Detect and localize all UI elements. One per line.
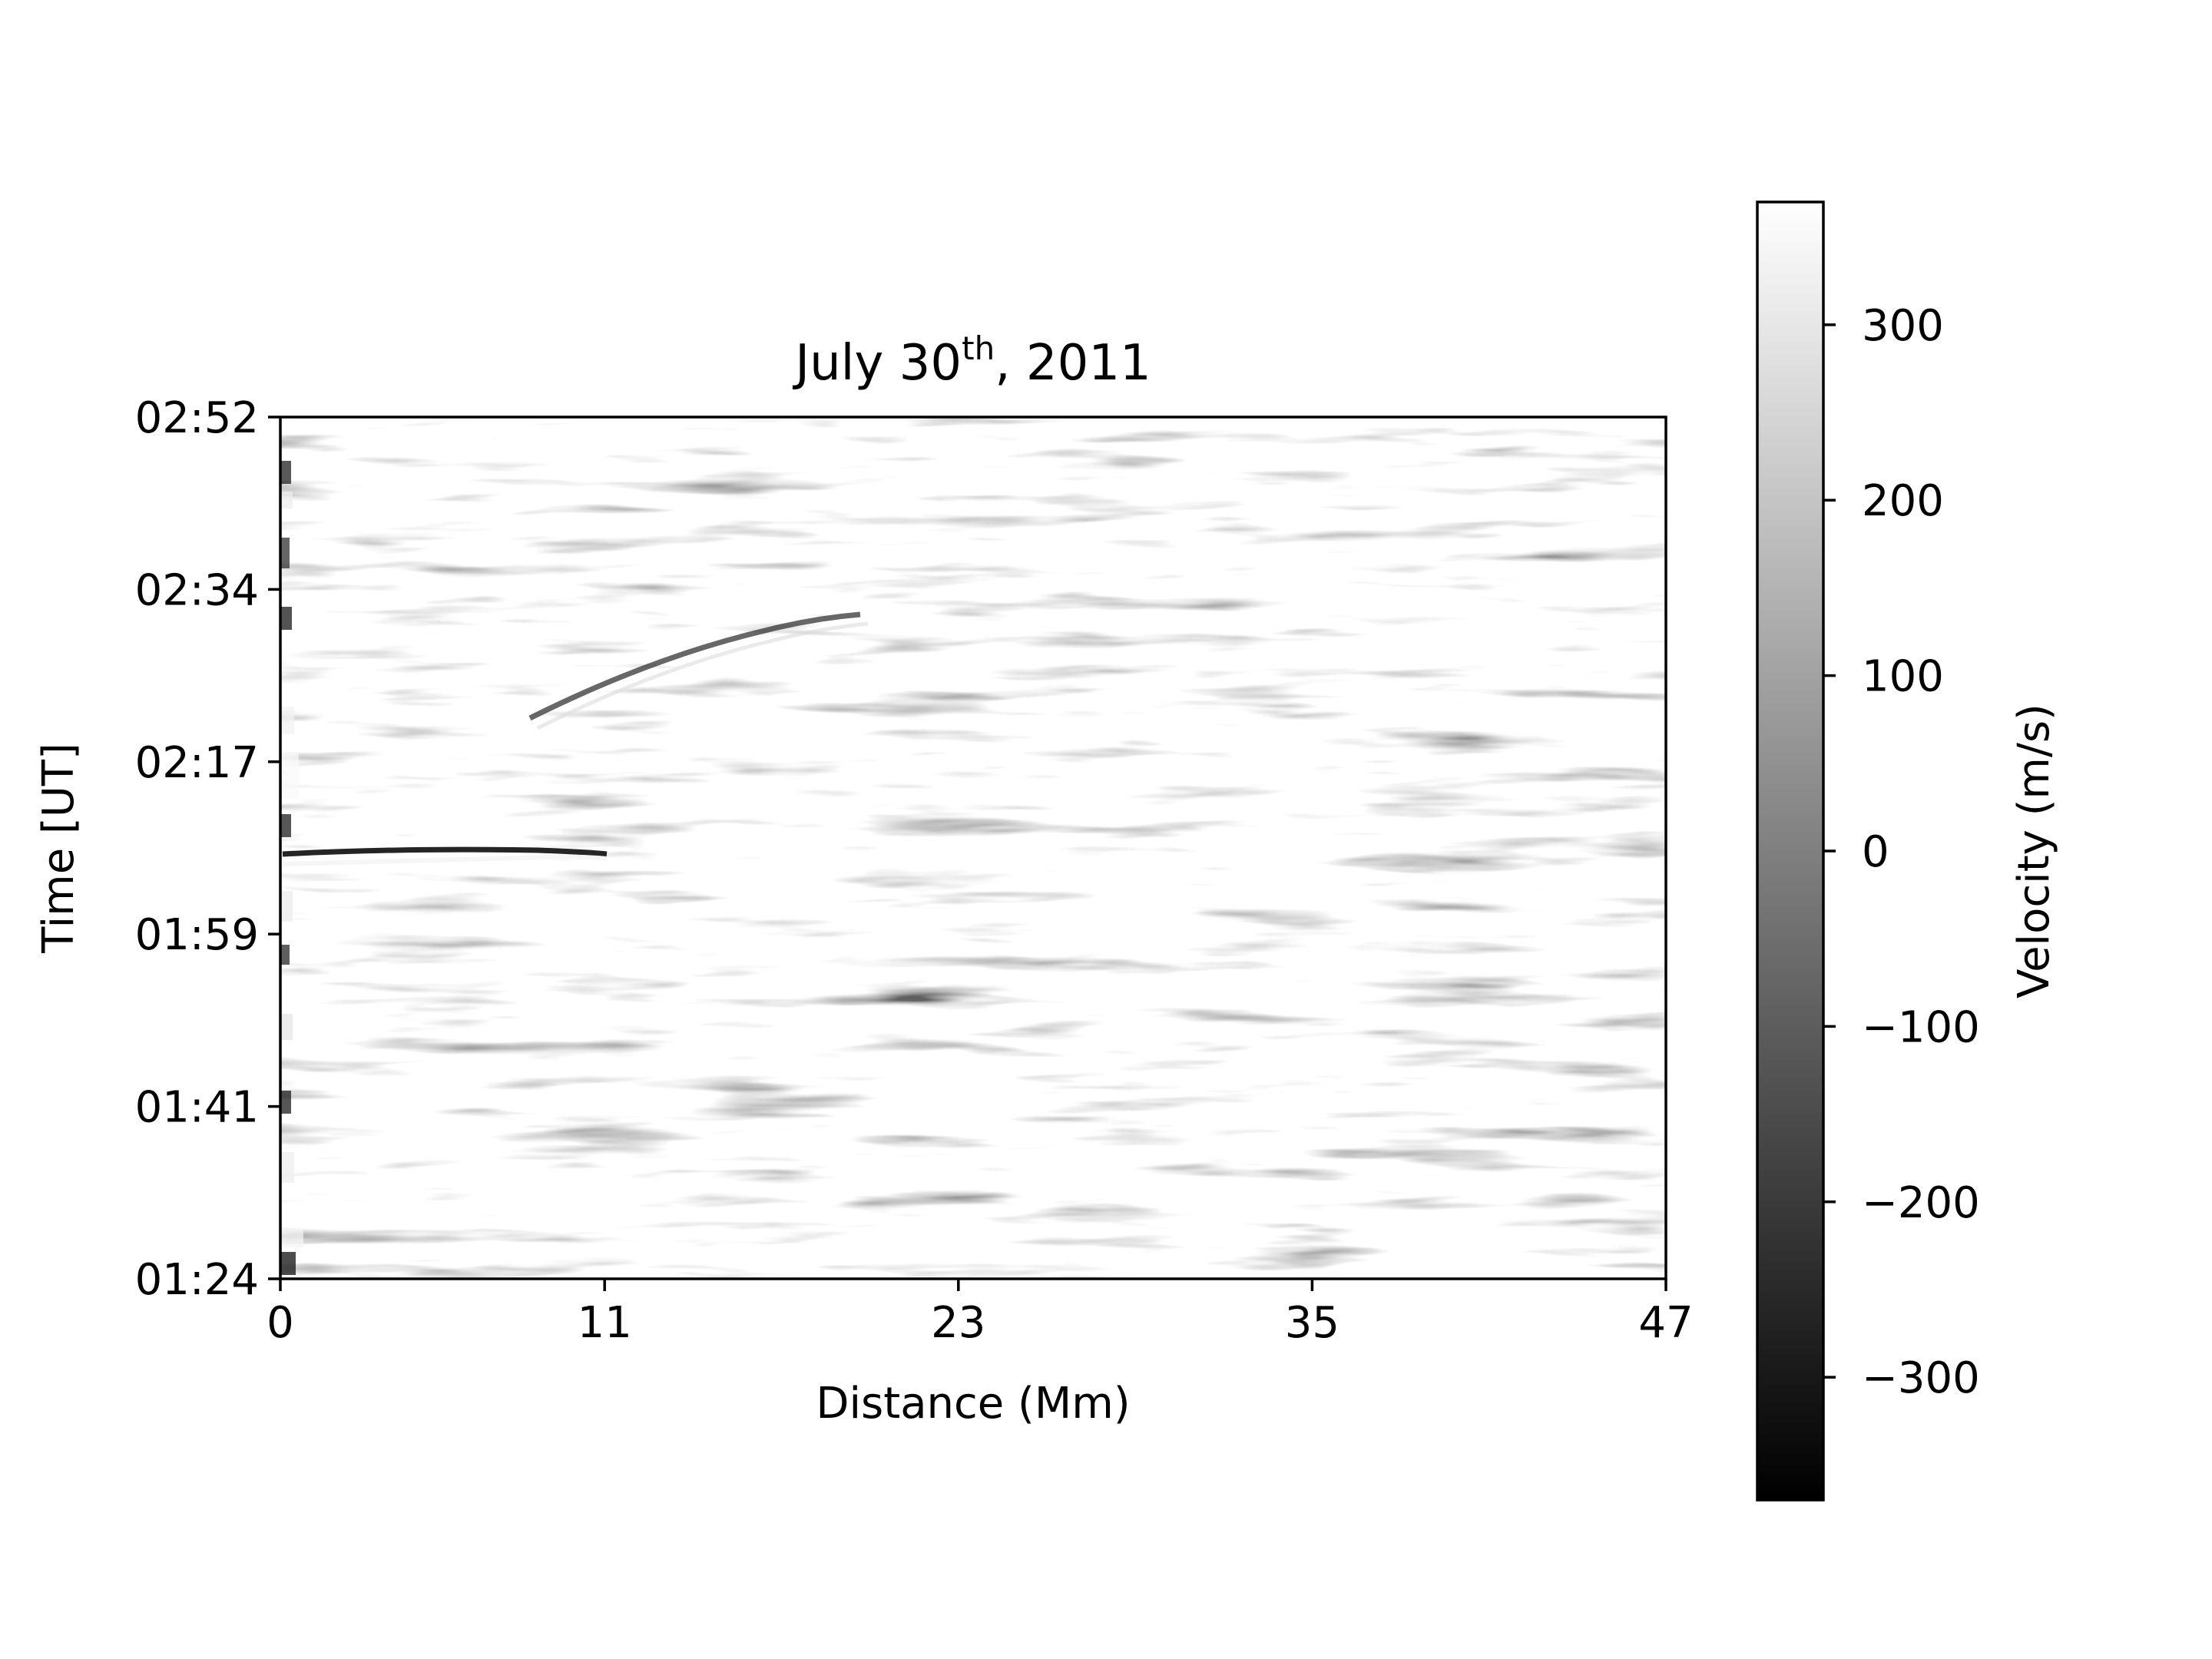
colorbar-tick-label: 0 bbox=[1862, 827, 1889, 877]
y-tick-label: 01:41 bbox=[135, 1083, 259, 1133]
colorbar-tick-label: 100 bbox=[1862, 652, 1944, 702]
colorbar-tick-label: −100 bbox=[1862, 1002, 1980, 1052]
y-axis: 01:24 01:41 01:59 02:17 02:34 02:52 bbox=[135, 393, 280, 1305]
diagonal-ridge-bright bbox=[536, 621, 869, 730]
colorbar-tick-label: −300 bbox=[1862, 1353, 1980, 1403]
y-tick-label: 02:52 bbox=[135, 393, 259, 443]
colorbar-tick-label: 300 bbox=[1862, 301, 1944, 351]
x-axis: 0 11 23 35 47 bbox=[267, 1279, 1694, 1348]
colorbar-tick-label: 200 bbox=[1862, 476, 1944, 526]
plot-frame bbox=[279, 416, 1667, 1280]
streak-bright bbox=[282, 854, 608, 866]
colorbar-gradient bbox=[1757, 202, 1823, 1500]
x-axis-label: Distance (Mm) bbox=[816, 1379, 1130, 1429]
x-tick-label: 35 bbox=[1285, 1298, 1339, 1348]
x-tick-label: 11 bbox=[578, 1298, 632, 1348]
heatmap bbox=[280, 417, 1666, 1279]
diagonal-ridge bbox=[528, 611, 861, 721]
colorbar-tick-label: −200 bbox=[1862, 1178, 1980, 1228]
y-tick-label: 02:34 bbox=[135, 565, 259, 615]
y-tick-label: 01:59 bbox=[135, 910, 259, 960]
y-tick-label: 01:24 bbox=[135, 1255, 259, 1305]
x-tick-label: 23 bbox=[931, 1298, 985, 1348]
x-tick-label: 0 bbox=[267, 1298, 294, 1348]
left-edge-structure bbox=[280, 461, 303, 1275]
colorbar-label: Velocity (m/s) bbox=[2009, 704, 2059, 998]
y-axis-label: Time [UT] bbox=[34, 743, 84, 954]
y-tick-label: 02:17 bbox=[135, 738, 259, 788]
streak-dark bbox=[282, 846, 608, 857]
x-tick-label: 47 bbox=[1638, 1298, 1693, 1348]
chart-title: July 30th, 2011 bbox=[792, 329, 1151, 392]
colorbar-axis: 300 200 100 0 −100 −200 −300 bbox=[1823, 301, 1980, 1403]
